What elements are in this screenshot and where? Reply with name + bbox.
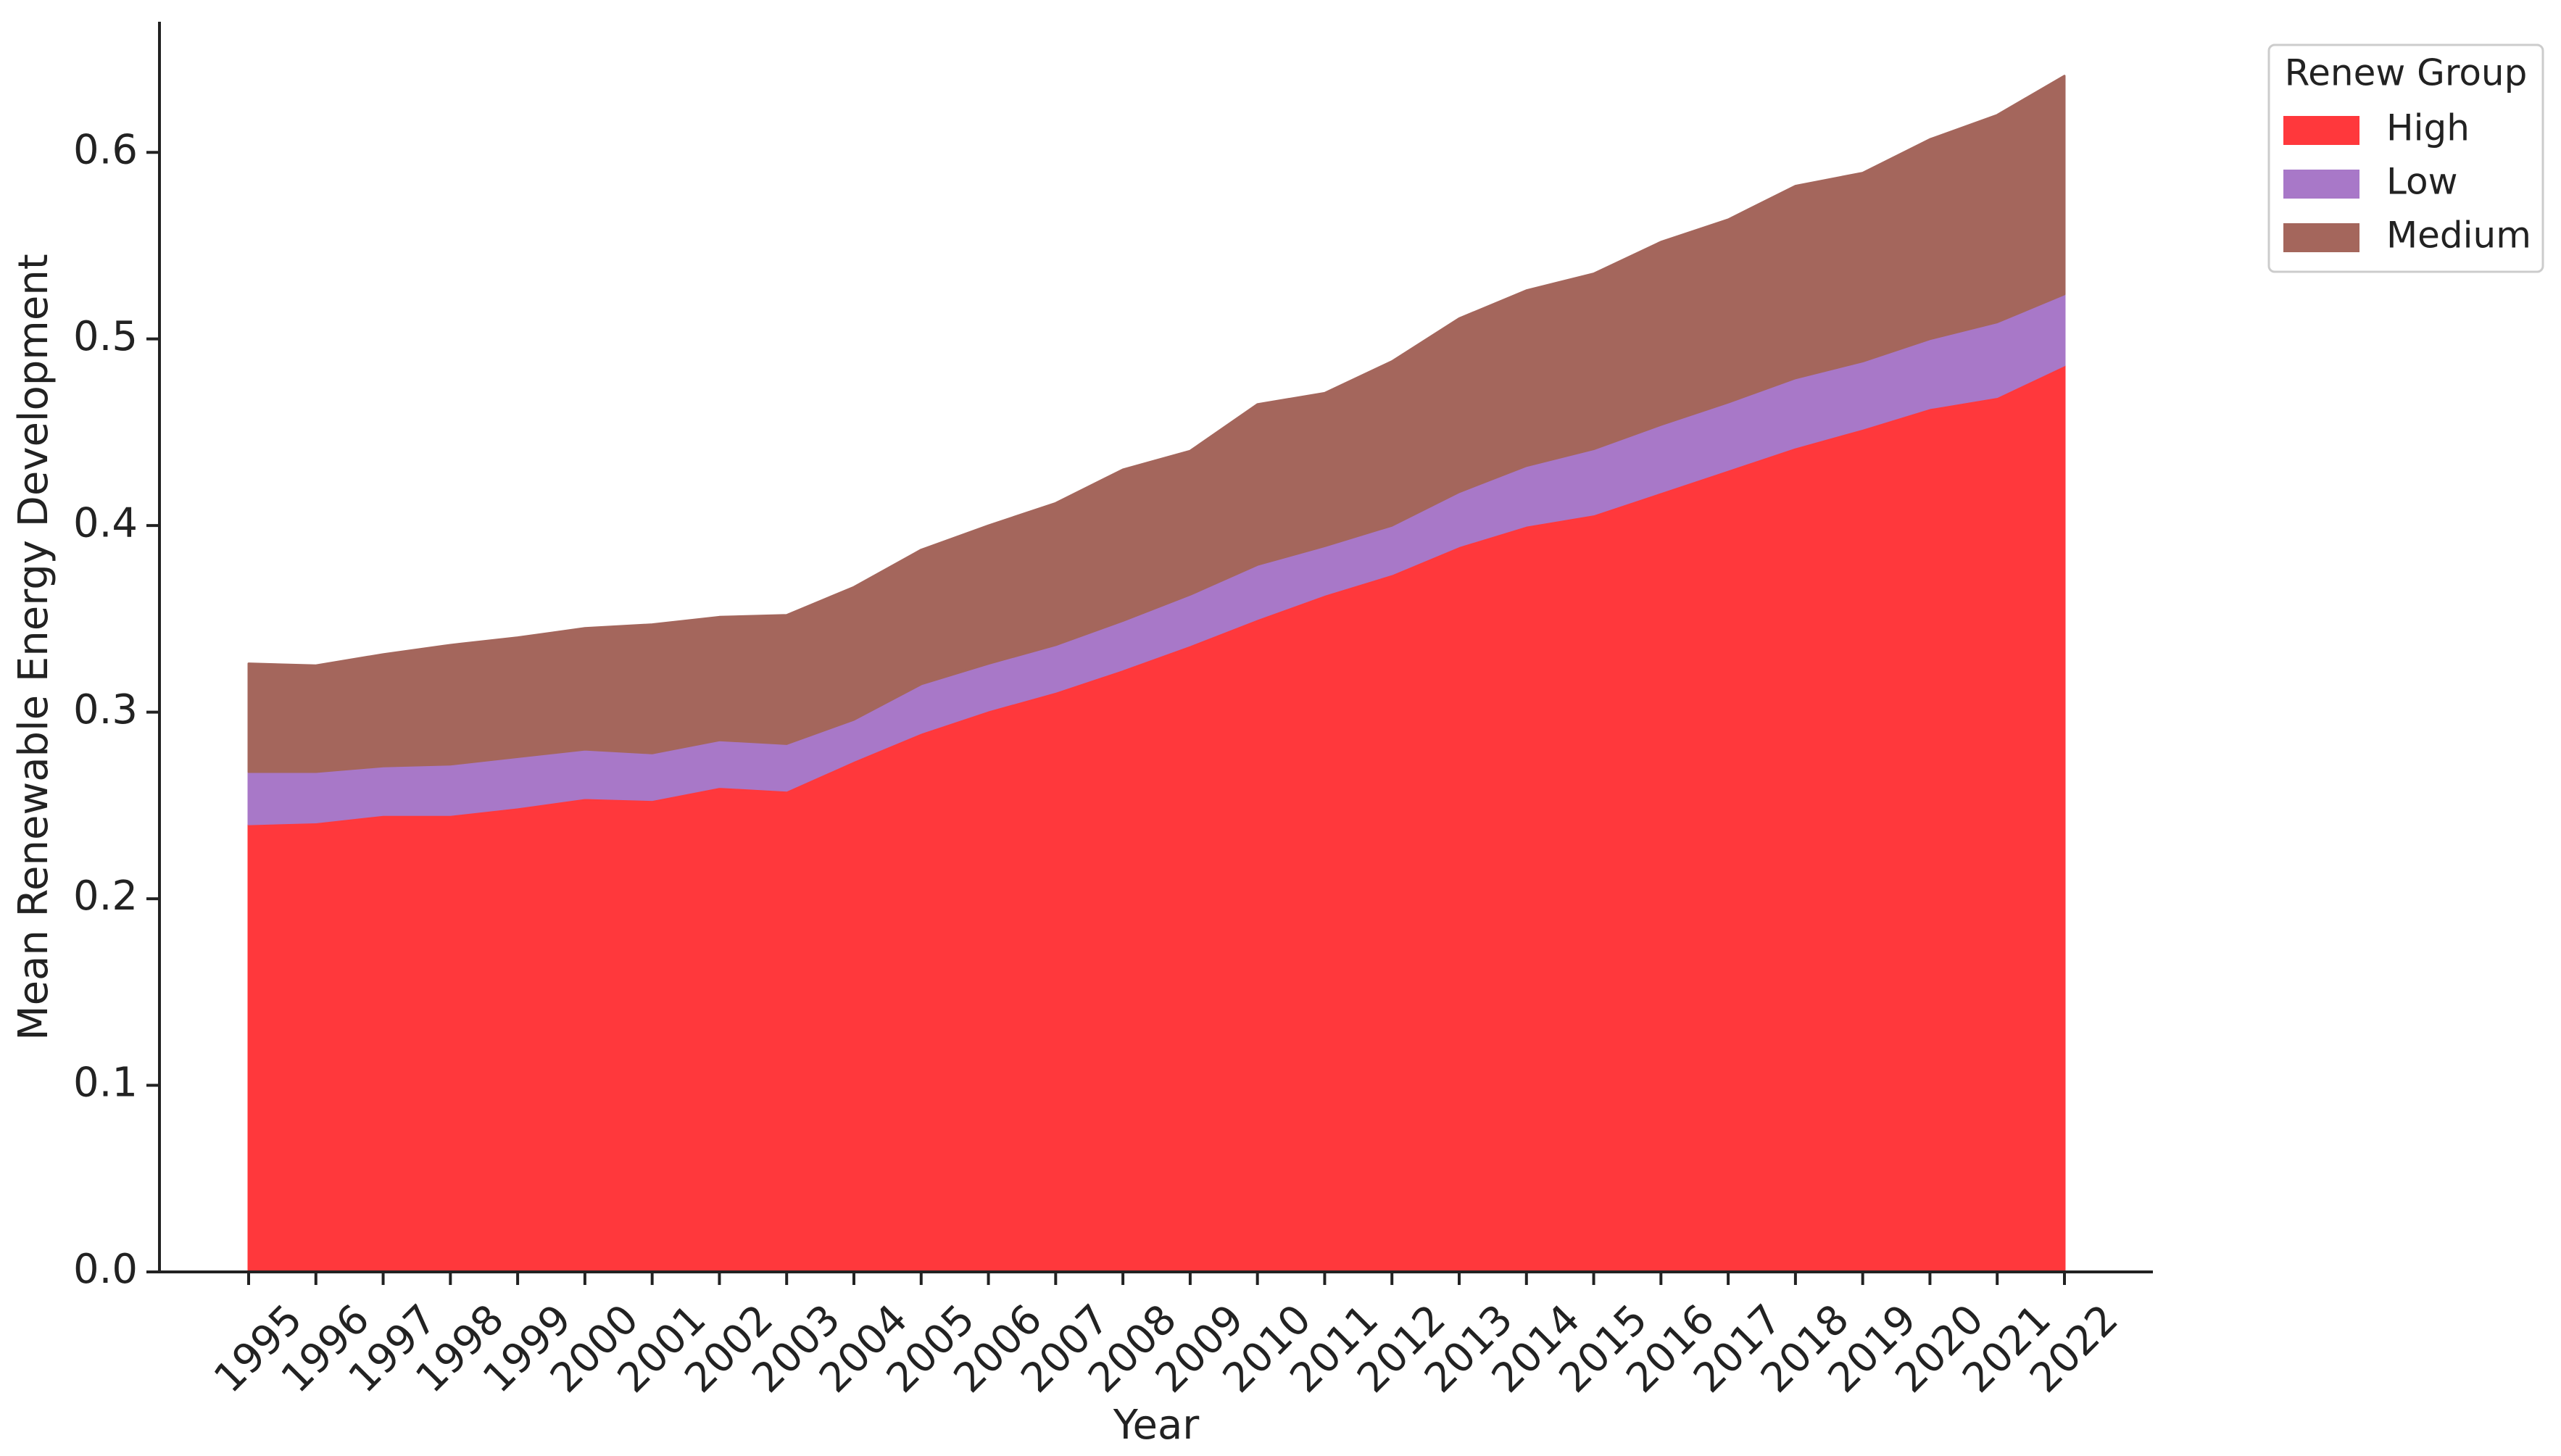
x-ticks: 1995199619971998199920002001200220032004… <box>205 1272 2128 1402</box>
y-tick-label: 0.4 <box>73 499 138 546</box>
legend-label-low: Low <box>2386 161 2457 203</box>
legend-items: High Low Medium <box>2283 107 2531 257</box>
y-tick-label: 0.5 <box>73 313 138 360</box>
legend-label-high: High <box>2386 107 2470 149</box>
axes-layer <box>158 22 2153 1273</box>
legend-swatch-high <box>2283 116 2359 145</box>
legend-swatch-low <box>2283 170 2359 199</box>
y-ticks: 0.0 0.1 0.2 0.3 0.4 0.5 0.6 <box>73 126 159 1293</box>
legend-label-medium: Medium <box>2386 215 2531 257</box>
legend: Renew Group High Low Medium <box>2267 43 2544 273</box>
y-tick-label: 0.2 <box>73 873 138 920</box>
legend-swatch-medium <box>2283 223 2359 252</box>
area-medium <box>247 75 2066 773</box>
legend-frame <box>2267 43 2544 273</box>
y-tick-label: 0.1 <box>73 1060 138 1107</box>
y-tick-label: 0.6 <box>73 126 138 173</box>
x-axis-title: Year <box>1113 1402 1200 1449</box>
areas-layer <box>247 75 2066 1273</box>
legend-title: Renew Group <box>2285 52 2528 94</box>
y-axis-title: Mean Renewable Energy Development <box>10 254 57 1041</box>
y-tick-label: 0.3 <box>73 686 138 733</box>
y-tick-label: 0.0 <box>73 1246 138 1293</box>
